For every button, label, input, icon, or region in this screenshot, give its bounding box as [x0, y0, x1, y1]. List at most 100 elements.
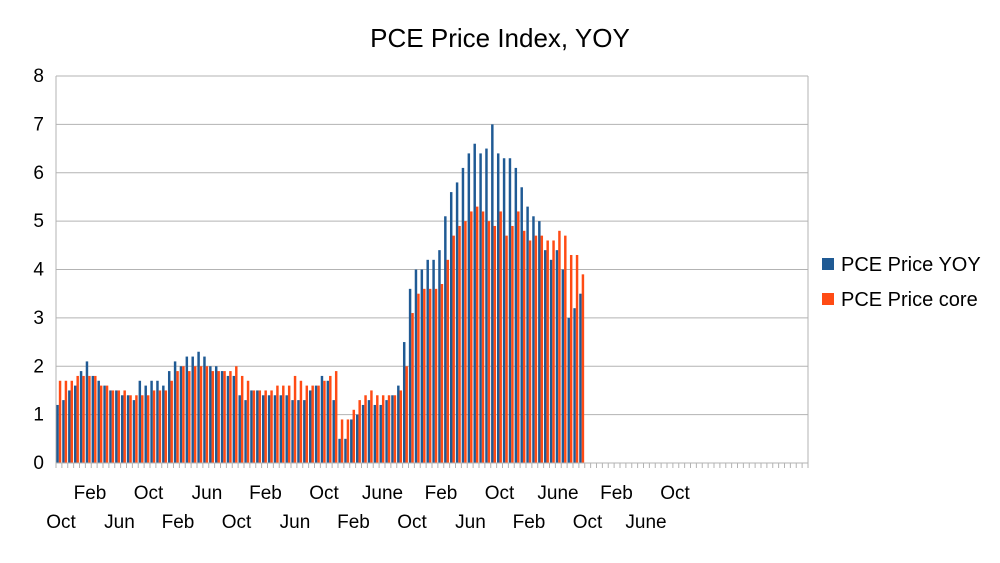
bar-pce-price-yoy [73, 385, 77, 463]
bar-pce-price-core [123, 390, 126, 463]
bar-pce-price-core [405, 366, 408, 463]
bar-pce-price-core [252, 390, 256, 463]
bar-pce-price-yoy [115, 390, 118, 463]
bar-pce-price-yoy [68, 390, 71, 463]
y-axis-ticks: 0 1 2 3 4 5 6 7 8 [33, 66, 44, 474]
bar-pce-price-core [493, 225, 497, 463]
bar-pce-price-yoy [244, 400, 247, 463]
bar-pce-price-core [99, 385, 103, 463]
y-tick-label: 3 [33, 308, 44, 329]
legend-label-pce-price-yoy: PCE Price YOY [841, 254, 981, 276]
x-tick-label: Feb [337, 512, 370, 533]
bar-pce-price-core [428, 288, 432, 463]
bar-pce-price-yoy [167, 371, 171, 463]
bar-pce-price-core [423, 288, 426, 463]
bar-pce-price-yoy [444, 216, 447, 463]
bar-pce-price-core [82, 375, 85, 463]
bar-pce-price-core [94, 375, 97, 463]
bar-pce-price-yoy [97, 380, 100, 463]
bar-pce-price-yoy [173, 361, 177, 463]
bar-pce-price-yoy [520, 187, 523, 463]
bar-pce-price-core [487, 221, 491, 463]
bar-pce-price-core [311, 385, 314, 463]
bar-pce-price-core [188, 371, 191, 463]
bar-pce-price-core [270, 390, 273, 463]
bar-pce-price-yoy [549, 259, 553, 463]
x-tick-label: Oct [309, 483, 339, 504]
bar-pce-price-yoy [326, 380, 330, 463]
bar-pce-price-core [205, 366, 209, 463]
bar-pce-price-yoy [132, 400, 136, 463]
bar-pce-price-yoy [561, 269, 565, 463]
bar-pce-price-core [117, 390, 121, 463]
bar-pce-price-yoy [567, 317, 570, 463]
bar-pce-price-core [282, 385, 285, 463]
bar-pce-price-core [158, 390, 162, 463]
bar-pce-price-yoy [109, 390, 112, 463]
bar-pce-price-core [417, 293, 420, 463]
bar-pce-price-yoy [320, 375, 324, 463]
bar-pce-price-yoy [273, 395, 277, 463]
bar-pce-price-yoy [420, 269, 424, 463]
bar-pce-price-yoy [279, 395, 283, 463]
bar-pce-price-yoy [367, 400, 371, 463]
x-tick-label: Jun [192, 483, 223, 504]
bar-pce-price-core [293, 375, 297, 463]
bar-pce-price-yoy [297, 400, 300, 463]
x-tick-label: Feb [513, 512, 546, 533]
bar-pce-price-yoy [555, 250, 559, 463]
bar-pce-price-core [464, 221, 467, 463]
y-tick-label: 5 [33, 211, 44, 232]
bar-pce-price-yoy [526, 206, 529, 464]
bar-pce-price-yoy [238, 395, 241, 463]
bar-pce-price-yoy [250, 390, 253, 463]
bar-pce-price-core [76, 375, 79, 463]
bar-pce-price-core [564, 235, 567, 463]
bar-pce-price-core [58, 380, 62, 463]
bar-pce-price-core [358, 400, 361, 463]
x-tick-label: Oct [573, 512, 603, 533]
bar-pce-price-yoy [338, 438, 341, 463]
x-tick-label: Oct [222, 512, 252, 533]
bar-pce-price-yoy [461, 167, 465, 463]
bar-pce-price-core [364, 395, 367, 463]
bar-pce-price-core [141, 395, 144, 463]
bar-pce-price-yoy [56, 404, 59, 463]
bar-pce-price-core [323, 380, 326, 463]
bar-pce-price-core [552, 240, 555, 463]
bar-pce-price-core [229, 371, 232, 463]
bar-pce-price-core [111, 390, 115, 463]
bar-pce-price-yoy [332, 400, 335, 463]
bar-pce-price-yoy [391, 395, 394, 463]
bar-pce-price-yoy [85, 361, 89, 463]
bar-pce-price-yoy [62, 400, 65, 463]
bar-pce-price-core [170, 380, 173, 463]
bar-pce-price-core [70, 380, 74, 463]
legend-label-pce-price-core: PCE Price core [841, 289, 978, 311]
bar-pce-price-yoy [479, 153, 482, 463]
bar-pce-price-yoy [473, 143, 476, 463]
x-tick-label: Oct [485, 483, 515, 504]
bar-pce-price-core [481, 211, 485, 463]
bar-pce-price-yoy [532, 216, 535, 463]
bar-pce-price-yoy [455, 182, 459, 464]
bars [56, 124, 585, 464]
bar-pce-price-yoy [138, 380, 142, 463]
bar-pce-price-core [246, 380, 250, 463]
bar-pce-price-core [387, 395, 391, 463]
y-tick-label: 2 [33, 356, 44, 377]
bar-pce-price-core [217, 371, 220, 463]
bar-pce-price-core [276, 385, 279, 463]
bar-pce-price-core [135, 395, 138, 463]
y-tick-label: 6 [33, 163, 44, 184]
bar-pce-price-core [517, 211, 520, 463]
bar-pce-price-yoy [502, 158, 506, 464]
bar-pce-price-yoy [226, 375, 230, 463]
bar-pce-price-core [376, 395, 379, 463]
bar-pce-price-yoy [214, 366, 218, 463]
bar-pce-price-core [329, 375, 332, 463]
bar-pce-price-core [287, 385, 291, 463]
legend-swatch-pce-price-yoy [822, 258, 834, 270]
bar-pce-price-yoy [209, 366, 212, 463]
bar-pce-price-core [258, 390, 262, 463]
